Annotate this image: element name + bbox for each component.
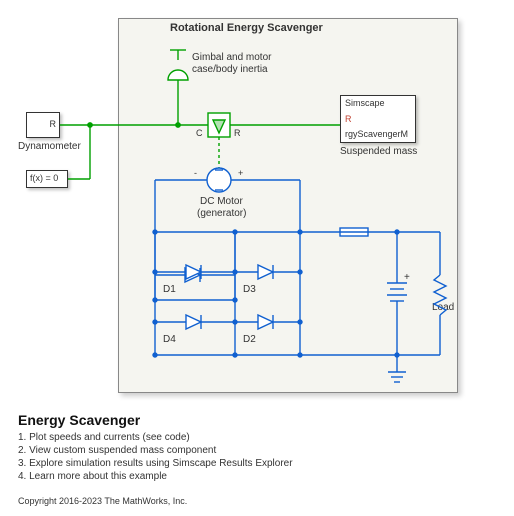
- port-r2: R: [234, 128, 241, 138]
- simscape-title: Simscape: [345, 98, 385, 108]
- port-r1: R: [50, 119, 57, 129]
- port-c: C: [196, 128, 203, 138]
- dynamometer-label: Dynamometer: [18, 141, 81, 152]
- simscape-block[interactable]: Simscape R rgyScavengerM: [340, 95, 416, 143]
- load-label: Load: [432, 302, 454, 313]
- motor-label-2: (generator): [197, 208, 246, 219]
- solver-label: f(x) = 0: [30, 173, 58, 183]
- subsystem-title: Rotational Energy Scavenger: [170, 22, 323, 34]
- page-heading: Energy Scavenger: [18, 412, 140, 428]
- step-2[interactable]: 2. View custom suspended mass component: [18, 445, 216, 456]
- step-1[interactable]: 1. Plot speeds and currents (see code): [18, 432, 190, 443]
- copyright: Copyright 2016-2023 The MathWorks, Inc.: [18, 496, 187, 506]
- motor-label-1: DC Motor: [200, 196, 243, 207]
- diode-d3-label: D3: [243, 284, 256, 295]
- simscape-port: R: [345, 114, 352, 124]
- diode-d2-label: D2: [243, 334, 256, 345]
- dynamometer-block[interactable]: R: [26, 112, 60, 138]
- diode-d4-label: D4: [163, 334, 176, 345]
- diagram-canvas: Rotational Energy Scavenger R Dynamomete…: [0, 0, 514, 516]
- diode-d1-label: D1: [163, 284, 176, 295]
- suspended-mass-label: Suspended mass: [340, 146, 417, 157]
- solver-block[interactable]: f(x) = 0: [26, 170, 68, 188]
- gimbal-label: Gimbal and motor case/body inertia: [192, 52, 271, 76]
- simscape-sub: rgyScavengerM: [345, 129, 408, 139]
- step-3[interactable]: 3. Explore simulation results using Sims…: [18, 458, 293, 469]
- step-4[interactable]: 4. Learn more about this example: [18, 471, 167, 482]
